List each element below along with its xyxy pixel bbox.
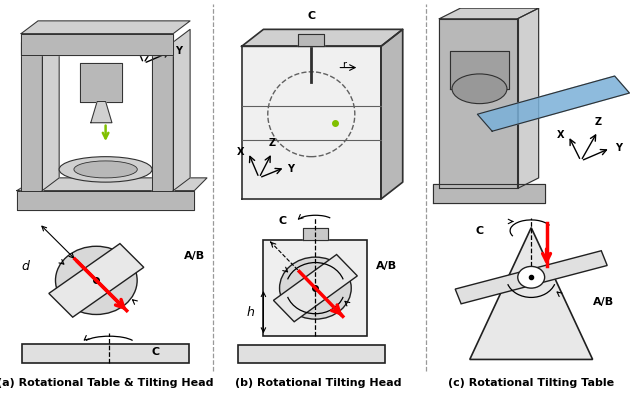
Text: h: h xyxy=(247,306,255,319)
Polygon shape xyxy=(477,76,630,131)
Text: (a) Rotational Table & Tilting Head: (a) Rotational Table & Tilting Head xyxy=(0,378,214,388)
Polygon shape xyxy=(303,228,328,240)
Text: (b) Rotational Tilting Head: (b) Rotational Tilting Head xyxy=(235,378,401,388)
Polygon shape xyxy=(91,102,112,123)
Ellipse shape xyxy=(452,74,507,104)
Bar xyxy=(264,240,367,336)
Polygon shape xyxy=(21,42,42,191)
Text: A/B: A/B xyxy=(184,251,205,261)
Text: C: C xyxy=(278,217,287,226)
Text: X: X xyxy=(119,29,127,39)
Text: Y: Y xyxy=(287,164,294,174)
Text: Y: Y xyxy=(175,46,182,55)
Text: r: r xyxy=(342,60,346,71)
Polygon shape xyxy=(21,21,190,33)
Polygon shape xyxy=(242,29,403,47)
Text: Z: Z xyxy=(594,117,602,127)
Polygon shape xyxy=(470,228,593,359)
Text: C: C xyxy=(307,11,316,21)
Polygon shape xyxy=(173,29,190,191)
Polygon shape xyxy=(152,42,173,191)
Text: Z: Z xyxy=(157,22,164,31)
Text: A/B: A/B xyxy=(593,297,614,307)
Text: Y: Y xyxy=(614,143,621,153)
Polygon shape xyxy=(433,184,545,203)
Text: (c) Rotational Tilting Table: (c) Rotational Tilting Table xyxy=(448,378,614,388)
Polygon shape xyxy=(80,63,122,102)
Polygon shape xyxy=(528,251,607,285)
Polygon shape xyxy=(49,244,144,317)
Text: X: X xyxy=(556,131,564,140)
Polygon shape xyxy=(21,33,173,55)
Text: Z: Z xyxy=(269,138,276,148)
Polygon shape xyxy=(440,19,518,188)
Polygon shape xyxy=(273,255,357,322)
Polygon shape xyxy=(440,8,539,19)
Circle shape xyxy=(56,246,137,315)
Text: d: d xyxy=(22,260,29,273)
Polygon shape xyxy=(381,29,403,199)
Text: A/B: A/B xyxy=(376,262,397,271)
Text: X: X xyxy=(236,147,244,157)
Polygon shape xyxy=(298,33,324,47)
Polygon shape xyxy=(17,191,195,210)
Polygon shape xyxy=(242,47,381,199)
Polygon shape xyxy=(42,29,59,191)
Polygon shape xyxy=(17,178,207,191)
Text: C: C xyxy=(152,347,160,357)
Text: C: C xyxy=(475,226,483,236)
Ellipse shape xyxy=(74,161,138,178)
Polygon shape xyxy=(518,8,539,188)
Polygon shape xyxy=(450,51,509,89)
Bar xyxy=(238,346,385,363)
Circle shape xyxy=(280,257,351,319)
Bar xyxy=(22,344,189,363)
Circle shape xyxy=(518,266,545,288)
Ellipse shape xyxy=(59,157,152,182)
Polygon shape xyxy=(455,270,534,304)
